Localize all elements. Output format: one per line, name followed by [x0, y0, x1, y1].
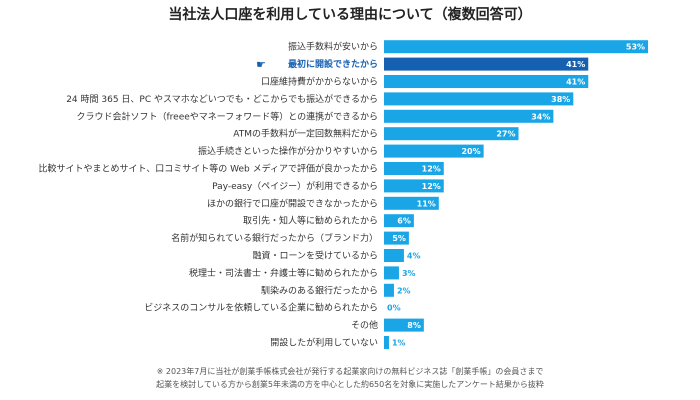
bar: [384, 214, 414, 228]
category-label: 振込手続きといった操作が分かりやすいから: [198, 145, 378, 157]
category-label: ATMの手数料が一定回数無料だから: [233, 128, 378, 140]
chart-title: 当社法人口座を利用している理由について（複数回答可）: [168, 7, 532, 23]
bar: [384, 266, 399, 280]
bar: [384, 109, 554, 123]
footnote-line-1: ※ 2023年7月に当社が創業手帳株式会社が発行する起業家向けの無料ビジネス誌「…: [156, 367, 544, 376]
value-label: 1%: [392, 339, 406, 348]
value-label: 4%: [407, 252, 421, 261]
category-label: 取引先・知人等に勧められたから: [243, 215, 378, 227]
value-label: 20%: [461, 147, 480, 156]
bar: [384, 179, 444, 193]
value-label: 53%: [626, 43, 645, 52]
bar: [384, 249, 404, 262]
category-label: ほかの銀行で口座が開設できなかったから: [207, 197, 378, 209]
category-label: Pay-easy（ペイジー）が利用できるから: [212, 180, 378, 192]
bar: [384, 144, 484, 158]
category-label: 税理士・司法書士・弁護士等に勧められたから: [189, 267, 378, 279]
bar: [384, 336, 389, 349]
value-label: 34%: [531, 112, 550, 121]
footnote-line-2: 起業を検討している方から創業5年未満の方を中心とした約650名を対象に実施したア…: [156, 380, 544, 389]
bar: [384, 162, 444, 175]
category-label: 24 時間 365 日、PC やスマホなどいつでも・どこからでも振込ができるから: [66, 93, 378, 105]
category-label: 口座維持費がかからないから: [261, 76, 378, 88]
category-label: 最初に開設できたから: [288, 58, 378, 70]
category-label: その他: [351, 319, 378, 331]
category-label: 振込手数料が安いから: [288, 41, 378, 53]
value-label: 38%: [551, 95, 570, 104]
value-label: 41%: [566, 60, 585, 69]
bar: [384, 75, 589, 88]
bar: [384, 40, 649, 54]
category-label: 馴染みのある銀行だったから: [261, 284, 378, 296]
bar: [384, 283, 394, 297]
category-label: 比較サイトやまとめサイト、口コミサイト等の Web メディアで評価が良かったから: [38, 163, 378, 175]
bar: [384, 57, 589, 71]
value-label: 6%: [397, 217, 411, 226]
bar: [384, 196, 439, 210]
value-label: 27%: [496, 130, 515, 139]
bar: [384, 231, 409, 245]
value-label: 11%: [417, 199, 436, 208]
category-label: 名前が知られている銀行だったから（ブランド力）: [171, 232, 378, 244]
value-label: 0%: [387, 304, 401, 313]
value-label: 5%: [392, 234, 406, 243]
value-label: 12%: [422, 182, 441, 191]
bar: [384, 92, 574, 106]
value-label: 2%: [397, 286, 411, 295]
category-label: 融資・ローンを受けているから: [252, 250, 378, 262]
hand-pointer-icon: ☛: [256, 58, 266, 71]
value-label: 8%: [407, 321, 421, 330]
value-label: 41%: [566, 78, 585, 87]
value-label: 12%: [422, 165, 441, 174]
bar: [384, 318, 424, 332]
value-label: 3%: [402, 269, 416, 278]
category-label: ビジネスのコンサルを依頼している企業に勧められたから: [144, 302, 378, 314]
category-label: 開設したが利用していない: [270, 337, 378, 349]
bar: [384, 127, 519, 141]
category-label: クラウド会計ソフト（freeeやマネーフォワード等）との連携ができるから: [77, 110, 378, 122]
